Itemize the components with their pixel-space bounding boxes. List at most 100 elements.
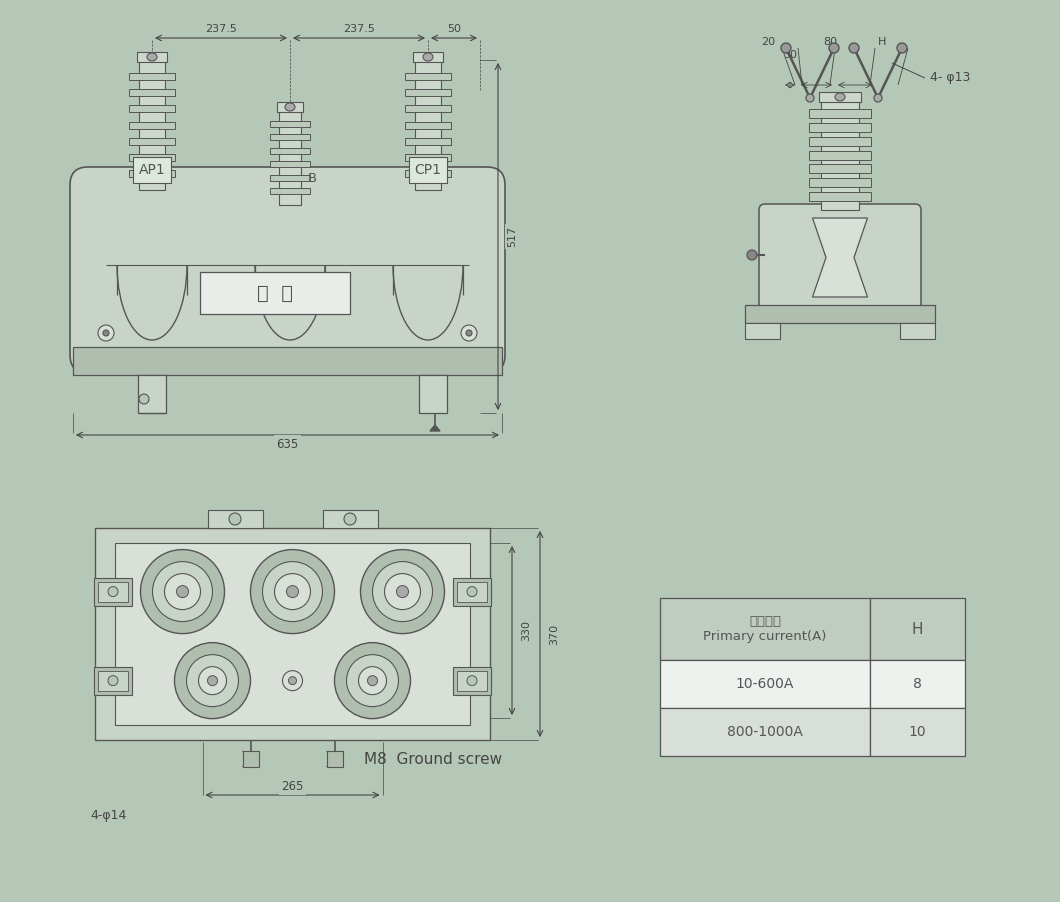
Bar [419,375,447,413]
Ellipse shape [141,549,225,633]
Bar [809,151,871,160]
Text: 10: 10 [908,725,926,739]
Bar [405,122,450,128]
Text: 4- φ13: 4- φ13 [930,71,970,85]
Ellipse shape [198,667,227,695]
Bar [277,102,303,112]
Ellipse shape [275,574,311,610]
Ellipse shape [288,676,297,685]
Text: 330: 330 [522,620,531,641]
Bar [870,660,965,708]
Bar [94,577,132,605]
Bar [137,52,167,62]
Ellipse shape [467,586,477,596]
Ellipse shape [396,585,408,598]
Bar [870,708,965,756]
Bar [94,667,132,695]
Ellipse shape [347,655,399,706]
Text: 237.5: 237.5 [343,24,375,34]
Text: 50: 50 [447,24,461,34]
Bar [98,671,128,691]
Bar [129,122,175,128]
Bar [457,671,487,691]
Polygon shape [813,218,867,297]
Polygon shape [430,425,440,431]
Ellipse shape [897,43,907,53]
Text: M8  Ground screw: M8 Ground screw [365,752,502,768]
Bar [416,60,441,190]
FancyBboxPatch shape [759,204,921,311]
Bar [200,272,350,314]
Bar [208,510,263,528]
Ellipse shape [874,94,882,102]
Text: 370: 370 [549,623,559,645]
Bar [413,52,443,62]
Bar [809,109,871,118]
Bar [405,138,450,144]
Bar [660,598,870,660]
Bar [73,347,502,375]
Bar [457,582,487,602]
Ellipse shape [108,586,118,596]
Bar [809,164,871,173]
Ellipse shape [358,667,387,695]
Bar [405,154,450,161]
Bar [405,170,450,178]
Ellipse shape [806,94,814,102]
Text: B: B [307,171,317,185]
Text: 20: 20 [761,37,775,47]
Text: 517: 517 [507,226,517,247]
Ellipse shape [98,325,114,341]
Bar [129,170,175,178]
Text: H: H [912,621,923,637]
Ellipse shape [175,642,250,719]
Ellipse shape [139,394,149,404]
Ellipse shape [177,585,189,598]
Bar [129,73,175,79]
Bar [405,73,450,79]
Bar [129,106,175,112]
Bar [809,137,871,146]
Ellipse shape [187,655,239,706]
Bar [270,189,310,195]
Bar [809,178,871,187]
Ellipse shape [385,574,421,610]
Text: 237.5: 237.5 [205,24,237,34]
Ellipse shape [781,43,791,53]
Bar [114,543,470,725]
Bar [822,100,859,210]
Ellipse shape [372,562,432,621]
Ellipse shape [208,676,217,686]
Bar [326,751,342,767]
Bar [98,582,128,602]
Bar [870,598,965,660]
Bar [95,528,490,740]
Bar [660,660,870,708]
Ellipse shape [286,585,299,598]
Bar [322,510,377,528]
Ellipse shape [747,250,757,260]
Ellipse shape [829,43,840,53]
Text: 635: 635 [277,437,299,450]
Text: 8: 8 [913,677,922,691]
Bar [660,708,870,756]
Ellipse shape [423,53,432,61]
Bar [243,751,259,767]
Text: 80: 80 [823,37,837,47]
Text: 4-φ14: 4-φ14 [90,808,126,822]
Ellipse shape [835,93,845,101]
Ellipse shape [461,325,477,341]
Bar [453,667,491,695]
Bar [129,138,175,144]
Bar [270,148,310,153]
Bar [405,106,450,112]
Bar [809,192,871,201]
Ellipse shape [285,103,295,111]
Ellipse shape [467,676,477,686]
Ellipse shape [103,330,109,336]
Text: AP1: AP1 [139,163,165,177]
Bar [745,305,935,323]
Ellipse shape [335,642,410,719]
Bar [819,92,861,102]
Ellipse shape [360,549,444,633]
